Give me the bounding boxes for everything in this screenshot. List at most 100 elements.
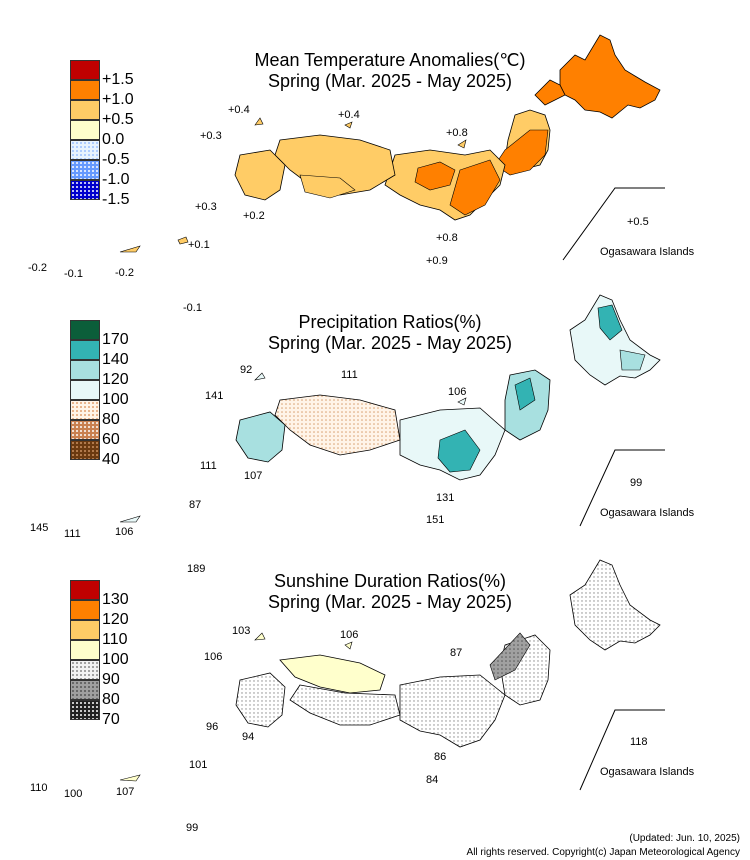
ogasawara-label: Ogasawara Islands [600, 766, 695, 778]
precipitation-title-line1: Precipitation Ratios(%) [298, 312, 482, 332]
hokkaido-region [569, 559, 661, 651]
footer: (Updated: Jun. 10, 2025) All rights rese… [467, 832, 740, 860]
station-value-chichijima: 118 [630, 736, 648, 748]
legend-item: 110 [70, 620, 180, 648]
station-value-tsushima: +0.4 [228, 104, 250, 116]
station-value-miyako: -0.1 [64, 268, 83, 280]
legend-item: 90 [70, 660, 180, 688]
station-value-yonaguni: 107 [116, 786, 135, 798]
precipitation-title-line2: Spring (Mar. 2025 - May 2025) [267, 333, 513, 353]
station-value-amami: 87 [189, 499, 202, 511]
kanto-warm [449, 159, 501, 216]
legend-item: 100 [70, 380, 180, 408]
station-value-hachijojima: 131 [436, 492, 455, 504]
tohoku-core [514, 377, 536, 411]
station-value-yakushima: +0.3 [195, 201, 217, 213]
ogasawara-label: Ogasawara Islands [600, 246, 695, 258]
station-value-miyako: 100 [64, 788, 83, 800]
station-value-amami: +0.1 [188, 239, 210, 251]
station-value-hachijojima: +0.8 [436, 232, 458, 244]
temperature-title-line1: Mean Temperature Anomalies(℃) [254, 50, 526, 70]
legend-item: +1.0 [70, 80, 180, 108]
station-value-sado: 87 [450, 647, 463, 659]
tohoku-east [494, 129, 549, 176]
honshu-wet [437, 429, 481, 473]
temperature-title-line2: Spring (Mar. 2025 - May 2025) [267, 71, 513, 91]
western-honshu-south [289, 684, 401, 726]
temperature-title: Mean Temperature Anomalies(℃) Spring (Ma… [190, 50, 590, 92]
precipitation-panel: Precipitation Ratios(%) Spring (Mar. 202… [0, 290, 750, 575]
sunshine-title-line1: Sunshine Duration Ratios(%) [273, 571, 507, 591]
precipitation-title: Precipitation Ratios(%) Spring (Mar. 202… [190, 312, 590, 354]
station-value-goto: 141 [205, 390, 224, 402]
western-honshu [274, 394, 401, 456]
legend-item: 120 [70, 360, 180, 388]
station-value-oki: 111 [341, 369, 358, 381]
legend-item: 80 [70, 400, 180, 428]
honshu-central [399, 674, 506, 748]
station-value-miyakejima: +0.9 [426, 255, 448, 267]
station-value-yonaguni: -0.2 [115, 267, 134, 279]
legend-item: 80 [70, 680, 180, 708]
station-value-minamidaito: -0.1 [183, 302, 202, 314]
station-value-tanegashima: 107 [244, 470, 263, 482]
station-value-tsushima: 103 [232, 625, 251, 637]
legend-item: 0.0 [70, 120, 180, 148]
kyushu [235, 411, 286, 463]
legend-item: 140 [70, 340, 180, 368]
station-value-tsushima: 92 [240, 364, 253, 376]
legend-item: -1.0 [70, 160, 180, 188]
shikoku [299, 174, 356, 199]
station-value-chichijima: 99 [630, 477, 643, 489]
western-honshu [279, 654, 386, 694]
legend-item: +1.5 [70, 60, 180, 88]
station-value-yakushima: 96 [206, 721, 219, 733]
station-value-sado: +0.8 [446, 127, 468, 139]
legend-item: 130 [70, 580, 180, 608]
legend-item: -1.5 [70, 180, 180, 208]
station-value-miyakejima: 151 [426, 514, 445, 526]
precipitation-map [119, 294, 665, 527]
kyushu [235, 672, 286, 728]
station-value-miyakejima: 84 [426, 774, 439, 786]
legend-item: +0.5 [70, 100, 180, 128]
legend-item: 70 [70, 700, 180, 728]
sunshine-map [119, 559, 665, 791]
station-value-oki: +0.4 [338, 109, 360, 121]
station-value-oki: 106 [340, 629, 359, 641]
sunshine-title: Sunshine Duration Ratios(%) Spring (Mar.… [190, 571, 590, 613]
station-value-goto: +0.3 [200, 130, 222, 142]
legend-item: 40 [70, 440, 180, 468]
tohoku-dark [489, 632, 531, 681]
hokkaido-east [619, 349, 646, 371]
copyright-notice: All rights reserved. Copyright(c) Japan … [466, 847, 740, 858]
station-value-chichijima: +0.5 [627, 216, 649, 228]
station-value-miyako: 111 [64, 528, 81, 540]
station-value-tanegashima: 94 [242, 731, 255, 743]
updated-date: (Updated: Jun. 10, 2025) [629, 833, 740, 844]
legend-item: -0.5 [70, 140, 180, 168]
station-value-okinawa: 145 [30, 522, 49, 534]
station-value-hachijojima: 86 [434, 751, 447, 763]
legend-item: 170 [70, 320, 180, 348]
hokkaido-north [597, 304, 623, 341]
temperature-panel: Mean Temperature Anomalies(℃) Spring (Ma… [0, 0, 750, 314]
station-value-okinawa: -0.2 [28, 262, 47, 274]
station-value-amami: 101 [189, 759, 208, 771]
station-value-sado: 106 [448, 386, 467, 398]
legend-item: 60 [70, 420, 180, 448]
hokkaido-region [559, 34, 661, 119]
ogasawara-label: Ogasawara Islands [600, 507, 695, 519]
hokkaido-sw [534, 79, 566, 106]
kyushu [234, 149, 286, 201]
legend-item: 100 [70, 640, 180, 668]
station-value-okinawa: 110 [30, 782, 48, 794]
station-value-minamidaito: 99 [186, 822, 199, 834]
temperature-map [119, 34, 665, 261]
honshu-warm-core [414, 161, 456, 191]
sunshine-title-line2: Spring (Mar. 2025 - May 2025) [267, 592, 513, 612]
sunshine-panel: Sunshine Duration Ratios(%) Spring (Mar.… [0, 555, 750, 834]
station-value-yakushima: 111 [200, 460, 217, 472]
station-value-goto: 106 [204, 651, 223, 663]
station-value-minamidaito: 189 [187, 563, 206, 575]
